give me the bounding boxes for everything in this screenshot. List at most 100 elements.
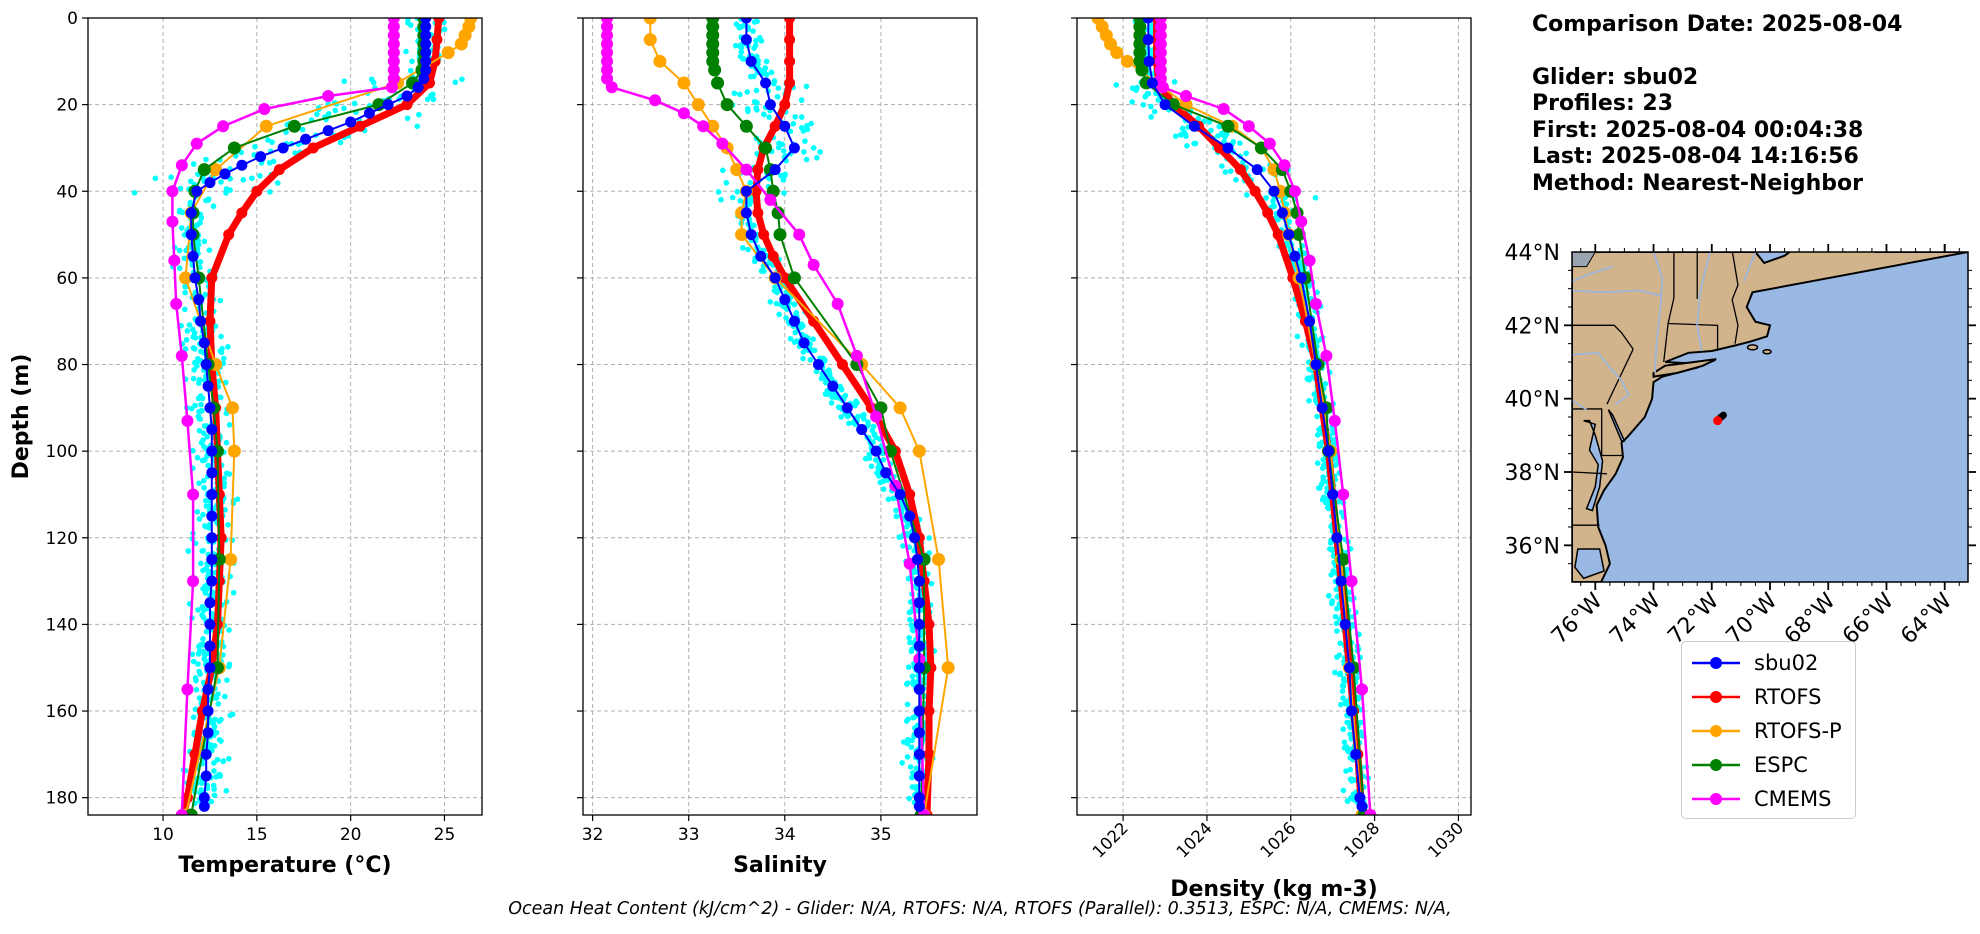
x-tick-label: 1028 xyxy=(1340,818,1383,861)
lat-label: 38°N xyxy=(1505,461,1560,486)
glider-raw-point xyxy=(198,401,204,408)
glider-raw-point xyxy=(1320,477,1326,484)
series-point-espc xyxy=(720,98,734,112)
glider-raw-point xyxy=(212,716,218,723)
series-point-rtofs_p xyxy=(932,552,946,566)
glider-raw-point xyxy=(907,616,913,623)
glider-raw-point xyxy=(249,175,255,182)
glider-raw-point xyxy=(205,196,212,202)
series-point-glider xyxy=(1146,77,1158,89)
series-point-rtofs xyxy=(779,272,791,284)
series-point-glider xyxy=(779,120,791,132)
glider-raw-point xyxy=(773,300,780,307)
glider-raw-point xyxy=(873,457,879,463)
glider-raw-point xyxy=(1325,505,1332,512)
glider-raw-point xyxy=(1344,798,1351,804)
series-point-cmems xyxy=(322,89,335,102)
glider-position xyxy=(1713,416,1723,426)
glider-raw-point xyxy=(1316,426,1322,433)
glider-raw-point xyxy=(404,115,411,122)
glider-raw-point xyxy=(1339,682,1346,689)
x-tick-label: 1030 xyxy=(1424,818,1467,861)
glider-raw-point xyxy=(1148,103,1154,110)
glider-raw-point xyxy=(176,265,183,272)
series-point-rtofs xyxy=(1272,229,1284,241)
series-point-glider xyxy=(1322,445,1334,457)
glider-raw-point xyxy=(787,128,794,135)
x-axis-label: Density (kg m-3) xyxy=(1170,877,1378,902)
series-point-rtofs xyxy=(1262,207,1274,219)
glider-raw-point xyxy=(774,93,781,100)
series-point-glider xyxy=(779,294,791,306)
glider-raw-point xyxy=(225,344,231,350)
glider-raw-point xyxy=(192,402,198,409)
glider-raw-point xyxy=(1330,568,1337,574)
series-point-cmems xyxy=(190,137,203,150)
series-point-cmems xyxy=(601,29,614,42)
series-point-glider xyxy=(202,727,214,739)
series-point-glider xyxy=(204,618,216,630)
glider-raw-point xyxy=(201,484,207,491)
series-point-glider xyxy=(870,445,882,457)
series-point-espc xyxy=(708,63,722,77)
glider-raw-point xyxy=(1283,201,1290,207)
series-point-glider xyxy=(202,705,214,717)
glider-raw-point xyxy=(904,740,911,747)
first-time: First: 2025-08-04 00:04:38 xyxy=(1532,117,1864,143)
series-point-rtofs xyxy=(779,99,791,111)
series-point-rtofs xyxy=(923,748,935,760)
glider-raw-point xyxy=(751,222,757,229)
series-point-cmems xyxy=(649,94,662,107)
series-point-glider xyxy=(200,359,212,371)
glider-raw-point xyxy=(731,90,738,97)
series-point-cmems xyxy=(175,349,188,362)
glider-raw-point xyxy=(737,91,743,98)
glider-raw-point xyxy=(405,20,411,26)
glider-raw-point xyxy=(909,646,915,652)
series-point-rtofs xyxy=(307,142,319,154)
glider-raw-point xyxy=(208,798,215,805)
glider-raw-point xyxy=(803,83,810,90)
series-point-cmems xyxy=(1278,159,1291,172)
series-point-cmems xyxy=(601,20,614,33)
glider-raw-point xyxy=(913,585,920,591)
map-area xyxy=(1572,252,1968,582)
glider-raw-point xyxy=(811,347,818,354)
series-point-rtofs_p xyxy=(735,228,749,242)
glider-raw-point xyxy=(222,507,228,513)
glider-raw-point xyxy=(744,89,751,95)
glider-raw-point xyxy=(1332,669,1338,676)
series-point-glider xyxy=(255,151,267,163)
series-point-glider xyxy=(827,380,839,392)
glider-raw-point xyxy=(196,427,203,434)
glider-raw-point xyxy=(900,543,906,549)
series-point-glider xyxy=(769,272,781,284)
ocean-heat-content-caption: Ocean Heat Content (kJ/cm^2) - Glider: N… xyxy=(508,899,1452,919)
glider-raw-point xyxy=(904,680,911,686)
glider-raw-point xyxy=(218,179,224,185)
glider-raw-point xyxy=(196,516,203,522)
glider-raw-point xyxy=(802,138,808,144)
series-point-glider xyxy=(401,90,413,102)
x-tick-label: 25 xyxy=(434,825,456,845)
glider-raw-point xyxy=(715,189,722,195)
glider-raw-point xyxy=(187,178,194,185)
series-point-glider xyxy=(206,553,218,565)
glider-raw-point xyxy=(267,189,273,195)
series-point-glider xyxy=(913,618,925,630)
comparison-date: Comparison Date: 2025-08-04 xyxy=(1532,12,1903,37)
glider-raw-point xyxy=(190,714,197,721)
series-point-cmems xyxy=(181,683,194,696)
glider-raw-point xyxy=(252,143,258,150)
glider-raw-point xyxy=(871,431,878,438)
series-point-espc xyxy=(759,141,773,155)
glider-raw-point xyxy=(195,661,201,667)
glider-raw-point xyxy=(341,78,348,85)
glider-raw-point xyxy=(176,247,183,254)
glider-raw-point xyxy=(1349,621,1356,628)
comparison-info: Comparison Date: 2025-08-04 Glider: sbu0… xyxy=(1532,12,1902,197)
x-tick-label: 20 xyxy=(340,825,362,845)
series-point-glider xyxy=(856,423,868,435)
series-point-glider xyxy=(204,597,216,609)
series-point-cmems xyxy=(168,254,181,267)
